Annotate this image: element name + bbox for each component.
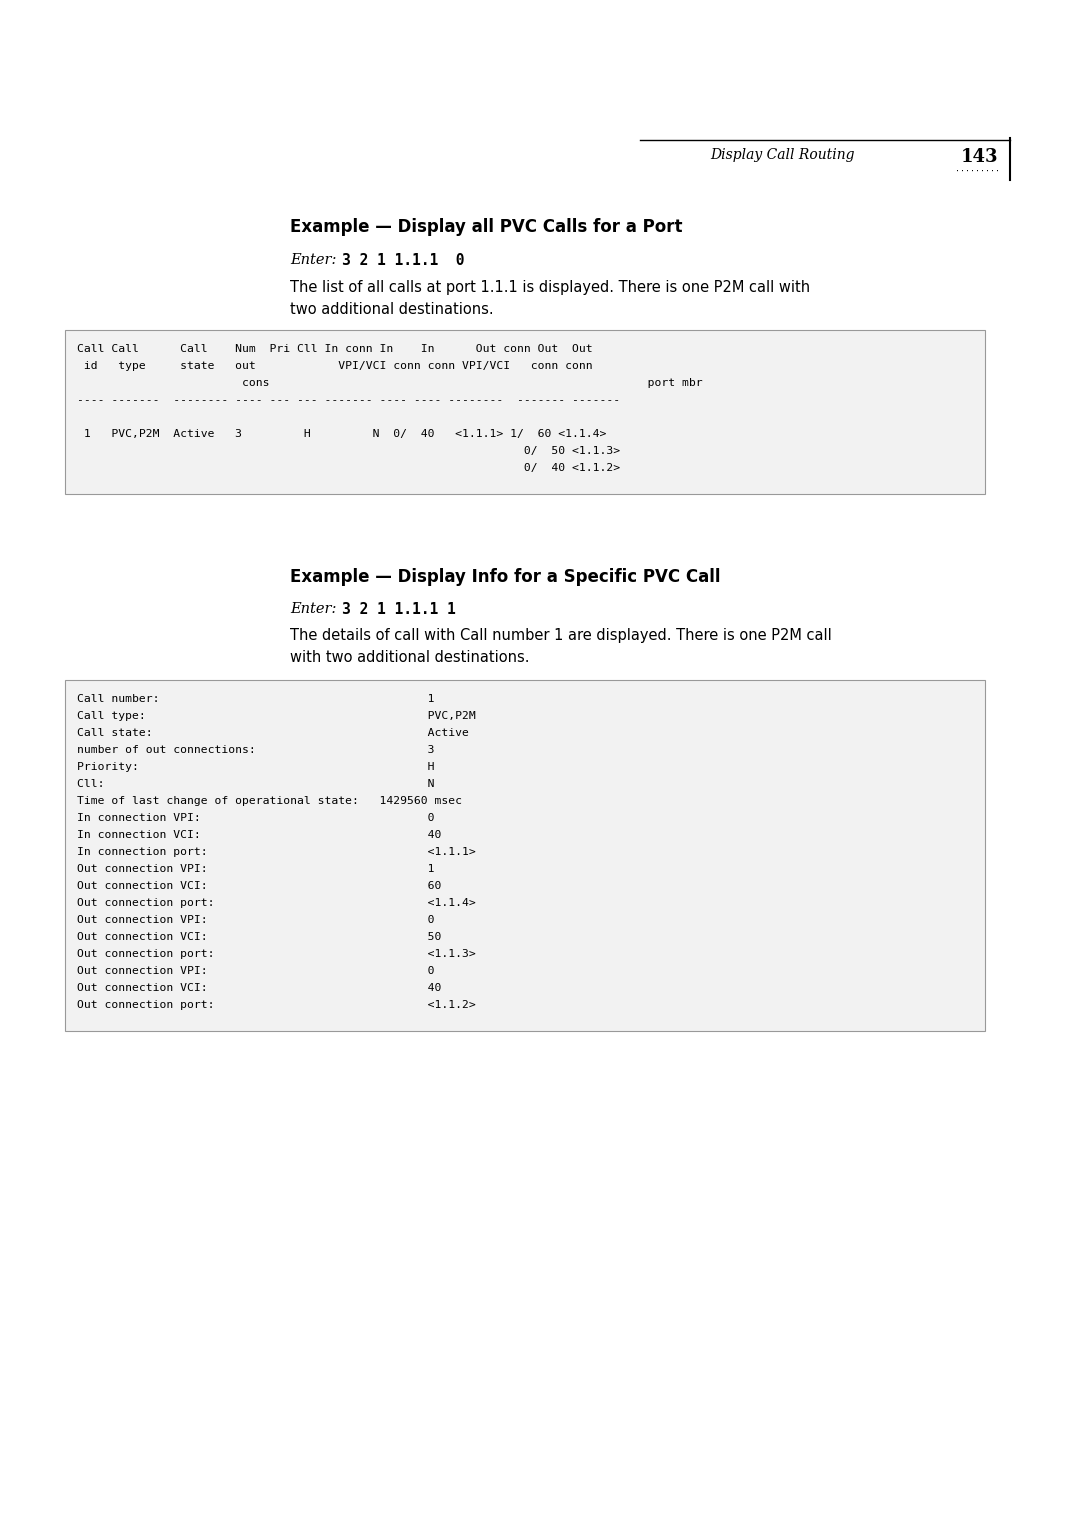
Text: ·········: ········· (955, 168, 1000, 177)
Text: Out connection port:                               <1.1.2>: Out connection port: <1.1.2> (77, 999, 476, 1010)
Text: cons                                                       port mbr: cons port mbr (77, 377, 703, 388)
Text: Out connection port:                               <1.1.3>: Out connection port: <1.1.3> (77, 949, 476, 960)
Text: Display Call Routing: Display Call Routing (711, 148, 855, 162)
Text: In connection VPI:                                 0: In connection VPI: 0 (77, 813, 434, 824)
Text: Call state:                                        Active: Call state: Active (77, 727, 469, 738)
Text: Cll:                                               N: Cll: N (77, 779, 434, 788)
Text: Out connection VPI:                                0: Out connection VPI: 0 (77, 966, 434, 976)
Text: id   type     state   out            VPI/VCI conn conn VPI/VCI   conn conn: id type state out VPI/VCI conn conn VPI/… (77, 361, 593, 371)
Text: Enter:: Enter: (291, 254, 336, 267)
Text: Example — Display Info for a Specific PVC Call: Example — Display Info for a Specific PV… (291, 568, 720, 587)
Text: 143: 143 (960, 148, 998, 167)
Text: The details of call with Call number 1 are displayed. There is one P2M call
with: The details of call with Call number 1 a… (291, 628, 832, 665)
Text: Example — Display all PVC Calls for a Port: Example — Display all PVC Calls for a Po… (291, 219, 683, 235)
Text: Enter:: Enter: (291, 602, 336, 616)
Text: In connection port:                                <1.1.1>: In connection port: <1.1.1> (77, 847, 476, 857)
Text: 0/  40 <1.1.2>: 0/ 40 <1.1.2> (77, 463, 620, 474)
Text: Out connection VPI:                                0: Out connection VPI: 0 (77, 915, 434, 924)
Text: Out connection VCI:                                50: Out connection VCI: 50 (77, 932, 442, 941)
Text: Call number:                                       1: Call number: 1 (77, 694, 434, 704)
Text: In connection VCI:                                 40: In connection VCI: 40 (77, 830, 442, 840)
Text: Out connection VCI:                                40: Out connection VCI: 40 (77, 983, 442, 993)
Text: The list of all calls at port 1.1.1 is displayed. There is one P2M call with
two: The list of all calls at port 1.1.1 is d… (291, 280, 810, 318)
Text: number of out connections:                         3: number of out connections: 3 (77, 746, 434, 755)
Text: Priority:                                          H: Priority: H (77, 762, 434, 772)
Text: 0/  50 <1.1.3>: 0/ 50 <1.1.3> (77, 446, 620, 455)
Text: ---- -------  -------- ---- --- --- ------- ---- ---- --------  ------- -------: ---- ------- -------- ---- --- --- -----… (77, 396, 620, 405)
Text: Call type:                                         PVC,P2M: Call type: PVC,P2M (77, 711, 476, 721)
Text: 3 2 1 1.1.1  0: 3 2 1 1.1.1 0 (342, 254, 464, 267)
Text: 3 2 1 1.1.1 1: 3 2 1 1.1.1 1 (342, 602, 456, 617)
Text: Out connection port:                               <1.1.4>: Out connection port: <1.1.4> (77, 898, 476, 908)
Text: Out connection VPI:                                1: Out connection VPI: 1 (77, 863, 434, 874)
FancyBboxPatch shape (65, 680, 985, 1031)
Text: Out connection VCI:                                60: Out connection VCI: 60 (77, 882, 442, 891)
FancyBboxPatch shape (65, 330, 985, 494)
Text: Call Call      Call    Num  Pri Cll In conn In    In      Out conn Out  Out: Call Call Call Num Pri Cll In conn In In… (77, 344, 593, 354)
Text: Time of last change of operational state:   1429560 msec: Time of last change of operational state… (77, 796, 462, 805)
Text: 1   PVC,P2M  Active   3         H         N  0/  40   <1.1.1> 1/  60 <1.1.4>: 1 PVC,P2M Active 3 H N 0/ 40 <1.1.1> 1/ … (77, 429, 606, 439)
